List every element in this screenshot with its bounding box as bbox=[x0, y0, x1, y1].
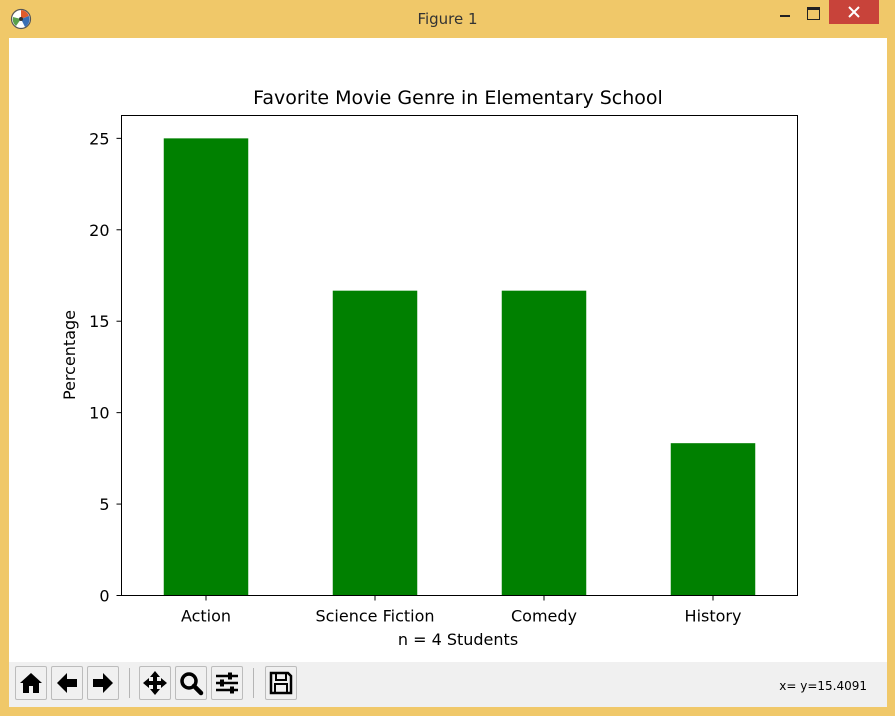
maximize-icon bbox=[806, 6, 820, 20]
home-button[interactable] bbox=[15, 666, 47, 700]
y-tick-label: 0 bbox=[99, 587, 109, 606]
y-axis-ticks: 0 5 10 15 20 25 bbox=[89, 129, 122, 606]
home-icon bbox=[20, 673, 42, 693]
configure-subplots-button[interactable] bbox=[211, 666, 243, 700]
toolbar-separator bbox=[129, 668, 130, 698]
y-tick-label: 10 bbox=[89, 404, 109, 423]
x-tick-label: Comedy bbox=[511, 607, 577, 626]
bar-chart: Favorite Movie Genre in Elementary Schoo… bbox=[60, 87, 798, 649]
window-title: Figure 1 bbox=[417, 10, 478, 28]
y-tick-label: 20 bbox=[89, 221, 109, 240]
plot-frame bbox=[121, 115, 798, 596]
title-bar[interactable]: Figure 1 bbox=[0, 0, 895, 38]
chart-title: Favorite Movie Genre in Elementary Schoo… bbox=[253, 87, 663, 109]
maximize-button[interactable] bbox=[798, 0, 828, 26]
x-tick-label: Action bbox=[181, 607, 231, 626]
figure-canvas-area: Favorite Movie Genre in Elementary Schoo… bbox=[9, 38, 887, 707]
y-tick-label: 5 bbox=[99, 495, 109, 514]
y-tick-label: 25 bbox=[89, 129, 109, 148]
minimize-button[interactable] bbox=[770, 0, 800, 26]
navigation-toolbar: x= y=15.4091 bbox=[9, 662, 887, 707]
sliders-icon bbox=[216, 672, 238, 694]
app-icon bbox=[10, 8, 32, 30]
x-tick-label: Science Fiction bbox=[315, 607, 434, 626]
x-axis-ticks: Action Science Fiction Comedy History bbox=[181, 595, 742, 626]
magnifier-icon bbox=[180, 672, 204, 696]
coordinate-readout: x= y=15.4091 bbox=[779, 679, 867, 693]
x-tick-label: History bbox=[685, 607, 742, 626]
bar-science-fiction bbox=[332, 290, 418, 596]
y-axis-label: Percentage bbox=[60, 310, 79, 400]
close-icon bbox=[848, 6, 860, 18]
bar-history bbox=[670, 443, 756, 596]
move-icon bbox=[143, 671, 167, 695]
bars-group bbox=[163, 138, 756, 596]
arrow-right-icon bbox=[93, 673, 113, 693]
arrow-left-icon bbox=[57, 673, 77, 693]
minimize-icon bbox=[780, 15, 790, 17]
bar-action bbox=[163, 138, 249, 596]
bar-comedy bbox=[501, 290, 587, 596]
pan-button[interactable] bbox=[139, 666, 171, 700]
back-button[interactable] bbox=[51, 666, 83, 700]
x-axis-label: n = 4 Students bbox=[398, 630, 518, 649]
toolbar-separator bbox=[253, 668, 254, 698]
floppy-disk-icon bbox=[269, 671, 293, 695]
zoom-button[interactable] bbox=[175, 666, 207, 700]
y-tick-label: 15 bbox=[89, 312, 109, 331]
close-button[interactable] bbox=[829, 0, 879, 24]
save-button[interactable] bbox=[265, 666, 297, 700]
forward-button[interactable] bbox=[87, 666, 119, 700]
